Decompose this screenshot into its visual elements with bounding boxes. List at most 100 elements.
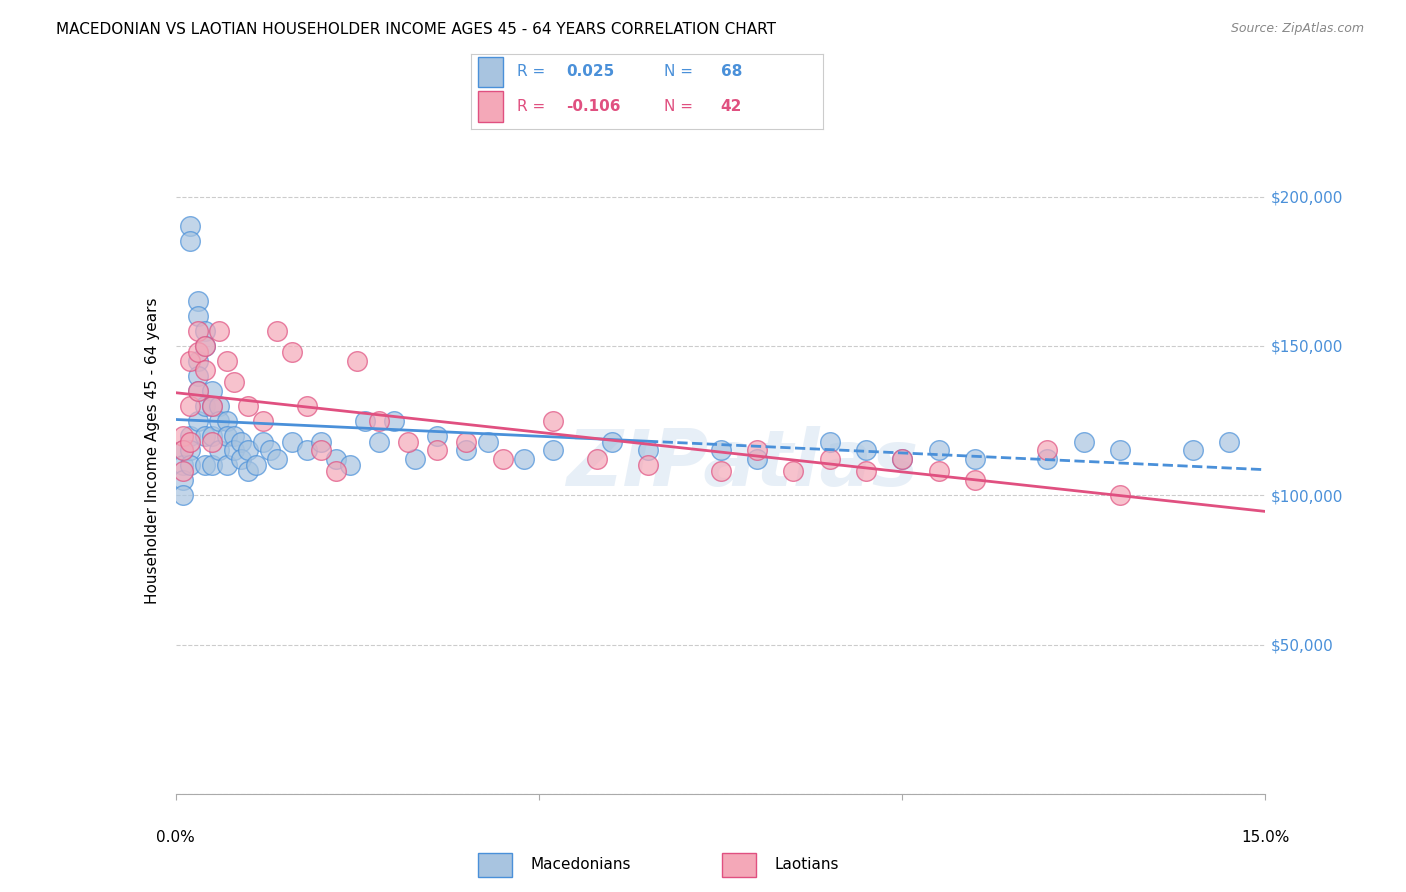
Point [186, 368, 209, 383]
Point [172, 428, 194, 442]
Point [710, 464, 733, 478]
Point [637, 443, 659, 458]
Point [172, 473, 194, 487]
Point [492, 452, 515, 467]
Point [710, 443, 733, 458]
Point [172, 464, 194, 478]
Point [259, 443, 281, 458]
Point [215, 458, 238, 473]
Point [281, 434, 304, 449]
Point [194, 339, 217, 353]
Point [186, 354, 209, 368]
Point [179, 434, 201, 449]
Y-axis label: Householder Income Ages 45 - 64 years: Householder Income Ages 45 - 64 years [145, 297, 160, 604]
Point [405, 452, 427, 467]
Point [456, 443, 478, 458]
Point [309, 443, 332, 458]
Point [194, 399, 217, 413]
Point [891, 452, 914, 467]
Point [186, 324, 209, 338]
Point [201, 458, 224, 473]
Point [928, 464, 950, 478]
Point [325, 464, 347, 478]
Text: -0.106: -0.106 [567, 99, 620, 114]
Point [179, 458, 201, 473]
Point [208, 414, 231, 428]
Point [201, 399, 224, 413]
Bar [723, 853, 755, 878]
Point [346, 354, 368, 368]
Point [513, 452, 536, 467]
Point [543, 414, 565, 428]
Point [179, 428, 201, 442]
Point [396, 434, 419, 449]
Point [426, 428, 449, 442]
Point [353, 414, 375, 428]
Point [238, 443, 260, 458]
Point [208, 443, 231, 458]
Point [818, 434, 841, 449]
Point [194, 458, 217, 473]
Point [252, 434, 274, 449]
Point [231, 452, 253, 467]
Text: N =: N = [665, 64, 699, 79]
Point [1036, 443, 1059, 458]
Point [179, 219, 201, 234]
Point [215, 414, 238, 428]
Text: R =: R = [517, 64, 550, 79]
Point [222, 428, 245, 442]
Point [186, 384, 209, 398]
Point [426, 443, 449, 458]
Point [201, 399, 224, 413]
Point [782, 464, 804, 478]
Point [186, 294, 209, 309]
Point [172, 488, 194, 502]
Point [963, 452, 986, 467]
Point [215, 354, 238, 368]
Point [543, 443, 565, 458]
Point [1073, 434, 1095, 449]
Point [600, 434, 623, 449]
Point [238, 399, 260, 413]
Text: Laotians: Laotians [775, 857, 839, 871]
Point [194, 363, 217, 377]
Point [238, 464, 260, 478]
Point [208, 399, 231, 413]
Point [186, 384, 209, 398]
Point [855, 443, 877, 458]
Point [637, 458, 659, 473]
Point [382, 414, 405, 428]
Point [172, 443, 194, 458]
Point [172, 458, 194, 473]
Point [194, 428, 217, 442]
Point [186, 345, 209, 359]
Point [368, 414, 391, 428]
Point [295, 399, 318, 413]
Point [309, 434, 332, 449]
Point [855, 464, 877, 478]
Point [963, 473, 986, 487]
Point [245, 458, 267, 473]
Point [586, 452, 609, 467]
Point [194, 339, 217, 353]
Point [201, 434, 224, 449]
Point [208, 324, 231, 338]
Point [339, 458, 361, 473]
Text: 0.0%: 0.0% [156, 830, 195, 845]
Point [222, 375, 245, 389]
Point [745, 443, 768, 458]
Point [201, 428, 224, 442]
Point [368, 434, 391, 449]
Point [266, 324, 288, 338]
Text: ZIPatlas: ZIPatlas [567, 426, 918, 502]
Bar [478, 92, 503, 122]
Point [1109, 488, 1132, 502]
Text: 68: 68 [721, 64, 742, 79]
Point [172, 443, 194, 458]
Point [266, 452, 288, 467]
Point [477, 434, 499, 449]
Bar [478, 56, 503, 87]
Text: 15.0%: 15.0% [1241, 830, 1289, 845]
Point [325, 452, 347, 467]
Text: N =: N = [665, 99, 699, 114]
